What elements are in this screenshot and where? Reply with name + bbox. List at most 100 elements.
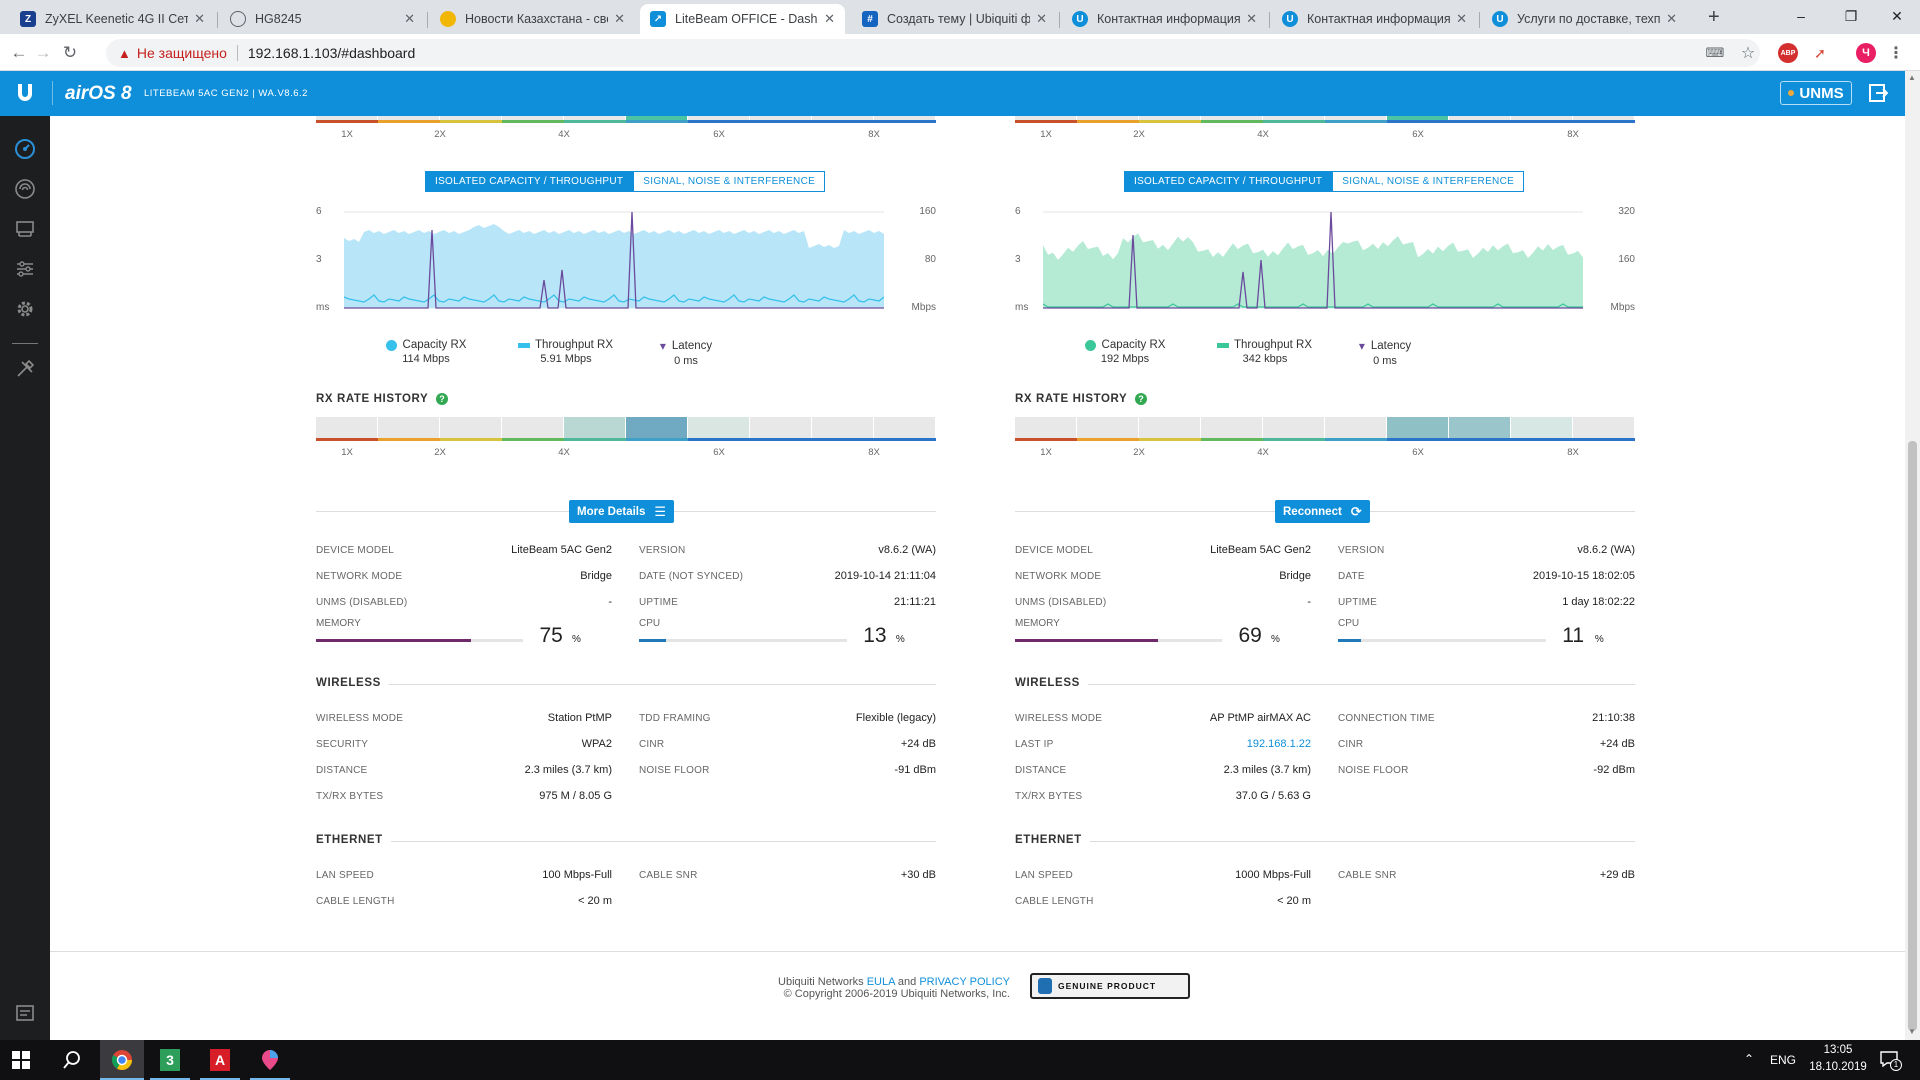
clock-time[interactable]: 13:05 [1823, 1044, 1853, 1056]
rate-bar-segment [502, 417, 564, 438]
header-divider [52, 81, 53, 105]
minimize-icon[interactable]: – [1797, 8, 1805, 24]
clock-date[interactable]: 18.10.2019 [1809, 1061, 1867, 1073]
tab-close-icon[interactable]: ✕ [614, 11, 625, 26]
browser-tab[interactable]: U Контактная информация к ✕ [1062, 4, 1267, 34]
url-text[interactable]: 192.168.1.103/#dashboard [247, 45, 416, 61]
pdf-extension-icon[interactable]: ➚ [1814, 44, 1826, 61]
tab-title: ZyXEL Keenetic 4G II Сетев [45, 12, 189, 26]
legend-item: Capacity RX 114 Mbps [366, 339, 486, 365]
tab-close-icon[interactable]: ✕ [1666, 11, 1677, 26]
not-secure-label: Не защищено [136, 45, 227, 61]
browser-tab[interactable]: Z ZyXEL Keenetic 4G II Сетев ✕ [10, 4, 215, 34]
toggle-signal-noise[interactable]: SIGNAL, NOISE & INTERFERENCE [633, 171, 826, 192]
windows-start-icon[interactable] [12, 1051, 30, 1069]
reconnect-button[interactable]: Reconnect ⟳ [1275, 500, 1370, 523]
info-value: LiteBeam 5AC Gen2 [1210, 544, 1311, 556]
tab-close-icon[interactable]: ✕ [404, 11, 415, 26]
chart-left-tick: 6 [1015, 206, 1021, 217]
rate-bar-scale [316, 438, 378, 441]
browser-tab[interactable]: HG8245 ✕ [220, 4, 425, 34]
scroll-down-icon[interactable]: ▼ [1908, 1027, 1916, 1036]
rate-bar-segment [316, 417, 378, 438]
info-row: UPTIME 21:11:21 [639, 594, 936, 610]
tab-separator [1059, 12, 1060, 28]
wireless-icon[interactable] [12, 176, 38, 202]
tab-close-icon[interactable]: ✕ [1246, 11, 1257, 26]
windows-taskbar: 3 A ⌃ ENG 13:05 18.10.2019 1 [0, 1040, 1920, 1080]
language-indicator[interactable]: ENG [1770, 1053, 1797, 1067]
address-bar-row: ← → ↻ ▲ Не защищено 192.168.1.103/#dashb… [0, 34, 1920, 71]
browser-tab[interactable]: U Услуги по доставке, техпод ✕ [1482, 4, 1687, 34]
log-icon[interactable] [12, 1000, 38, 1026]
rate-bar-segment [1077, 116, 1139, 120]
help-icon[interactable]: ? [1135, 393, 1148, 405]
taskbar-app-red[interactable]: A [200, 1040, 240, 1080]
toggle-isolated-capacity[interactable]: ISOLATED CAPACITY / THROUGHPUT [1124, 171, 1333, 192]
network-icon[interactable] [12, 216, 38, 242]
eula-link[interactable]: EULA [866, 976, 895, 988]
notification-center-icon[interactable]: 1 [1880, 1051, 1902, 1071]
tab-close-icon[interactable]: ✕ [1036, 11, 1047, 26]
adblock-icon[interactable]: ABP [1778, 43, 1798, 63]
info-label: WIRELESS MODE [1015, 712, 1103, 724]
info-value: 21:10:38 [1592, 712, 1635, 724]
settings-gear-icon[interactable] [12, 296, 38, 322]
scroll-up-icon[interactable]: ▲ [1908, 73, 1916, 82]
tray-chevron-icon[interactable]: ⌃ [1744, 1052, 1755, 1066]
translate-icon[interactable]: ⌨ [1705, 45, 1725, 60]
tab-close-icon[interactable]: ✕ [194, 11, 205, 26]
unms-button[interactable]: UNMS [1780, 81, 1852, 105]
back-icon[interactable]: ← [10, 43, 28, 62]
toggle-isolated-capacity[interactable]: ISOLATED CAPACITY / THROUGHPUT [425, 171, 634, 192]
logout-icon[interactable] [1868, 83, 1889, 103]
menu-kebab-icon[interactable]: ⋮ [1888, 45, 1904, 62]
legend-circle-icon [385, 339, 397, 351]
taskbar-app-balloon[interactable] [250, 1040, 290, 1080]
info-label: WIRELESS MODE [316, 712, 404, 724]
info-row: VERSION v8.6.2 (WA) [639, 542, 936, 558]
services-icon[interactable] [12, 256, 38, 282]
taskbar-chrome-app[interactable] [100, 1040, 144, 1080]
tab-close-icon[interactable]: ✕ [1456, 11, 1467, 26]
rate-label: 4X [1257, 447, 1269, 458]
rate-bar-segment [1201, 417, 1263, 438]
page-scrollbar[interactable]: ▲ ▼ [1905, 71, 1920, 1040]
info-value: +30 dB [900, 869, 936, 881]
dashboard-icon[interactable] [12, 136, 38, 162]
rate-bar-scale [378, 438, 440, 441]
rate-bar-scale [1573, 120, 1635, 123]
scrollbar-thumb[interactable] [1908, 441, 1917, 1031]
browser-tab[interactable]: ↗ LiteBeam OFFICE - Dashbo ✕ [640, 4, 845, 34]
omnibox[interactable]: ▲ Не защищено 192.168.1.103/#dashboard [106, 39, 1760, 67]
profile-avatar[interactable]: Ч [1856, 43, 1876, 63]
taskbar-app-3[interactable]: 3 [150, 1040, 190, 1080]
new-tab-icon[interactable]: + [1708, 6, 1720, 28]
reload-icon[interactable]: ↻ [62, 43, 78, 62]
toggle-signal-noise[interactable]: SIGNAL, NOISE & INTERFERENCE [1332, 171, 1525, 192]
bookmark-star-icon[interactable]: ☆ [1740, 45, 1756, 62]
rate-bar-scale [750, 438, 812, 441]
rate-bar-segment [1387, 116, 1449, 120]
chart-right-tick: 160 [1618, 254, 1635, 265]
capacity-rx-area [344, 224, 884, 308]
genuine-product-badge[interactable]: GENUINE PRODUCT [1030, 973, 1190, 999]
info-value[interactable]: 192.168.1.22 [1246, 738, 1311, 750]
info-row: TX/RX BYTES 37.0 G / 5.63 G [1015, 788, 1311, 804]
ethernet-section-title: ETHERNET [1015, 834, 1090, 846]
more-details-button[interactable]: More Details ☰ [569, 500, 675, 523]
info-label: CABLE LENGTH [1015, 895, 1094, 907]
browser-tab[interactable]: Новости Казахстана - свеж ✕ [430, 4, 635, 34]
close-window-icon[interactable]: ✕ [1891, 7, 1903, 24]
tab-close-icon[interactable]: ✕ [824, 11, 835, 26]
browser-tab[interactable]: U Контактная информация к ✕ [1272, 4, 1477, 34]
browser-tab[interactable]: # Создать тему | Ubiquiti фо ✕ [852, 4, 1057, 34]
search-icon[interactable] [62, 1050, 82, 1070]
ubiquiti-logo-icon[interactable] [14, 81, 36, 105]
maximize-icon[interactable]: ❐ [1844, 7, 1858, 24]
forward-icon[interactable]: → [34, 43, 52, 62]
help-icon[interactable]: ? [436, 393, 449, 405]
privacy-policy-link[interactable]: PRIVACY POLICY [919, 976, 1010, 988]
info-value: +24 dB [900, 738, 936, 750]
tools-icon[interactable] [12, 356, 38, 382]
